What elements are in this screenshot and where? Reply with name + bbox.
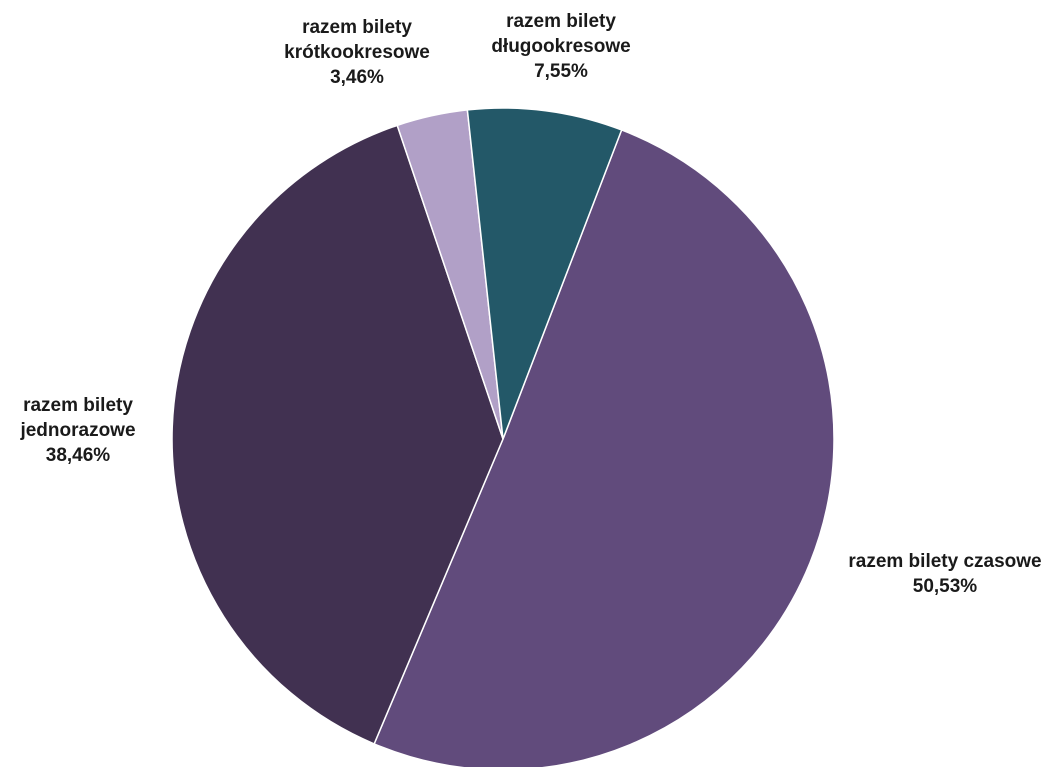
data-label-text: razem bilety	[506, 11, 616, 32]
data-label-krotkookresowe: razem bilety krótkookresowe 3,46%	[284, 17, 430, 88]
data-label-text: krótkookresowe	[284, 42, 430, 63]
data-label-text: razem bilety	[302, 17, 412, 38]
pie-labels: razem bilety czasowe 50,53% razem bilety je…	[19, 11, 1041, 597]
data-label-text: długookresowe	[491, 36, 630, 57]
pie-slice-czasowe	[373, 129, 835, 767]
data-label-percent: 7,55%	[534, 61, 588, 82]
data-label-czasowe: razem bilety czasowe 50,53%	[848, 551, 1041, 597]
data-label-percent: 38,46%	[46, 445, 111, 466]
data-label-text: razem bilety	[23, 395, 133, 416]
data-label-percent: 50,53%	[913, 576, 978, 597]
data-label-percent: 3,46%	[330, 67, 384, 88]
pie-slice-jednorazowe	[171, 124, 504, 745]
pie-slices	[171, 107, 835, 767]
data-label-text: razem bilety czasowe	[848, 551, 1041, 572]
data-label-jednorazowe: razem bilety jednorazowe 38,46%	[19, 395, 135, 466]
data-label-dlugookresowe: razem bilety długookresowe 7,55%	[491, 11, 630, 82]
pie-slice-dlugookresowe	[466, 107, 623, 440]
data-label-text: jednorazowe	[19, 420, 135, 441]
